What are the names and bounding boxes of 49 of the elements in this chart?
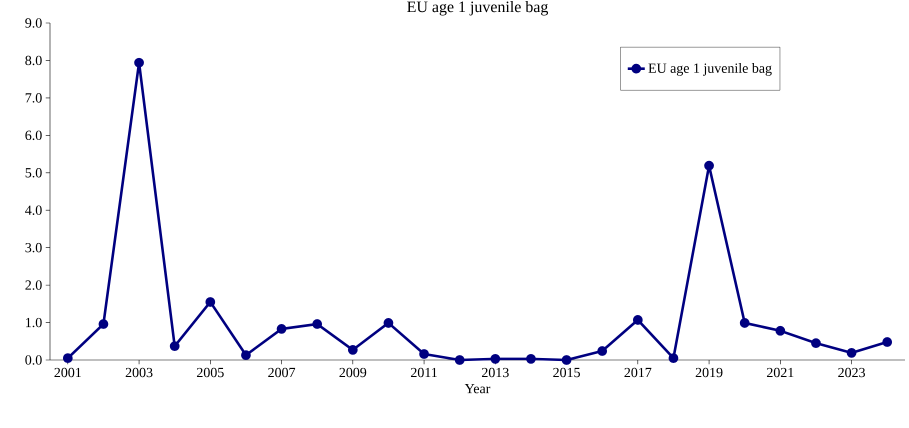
point <box>562 355 572 365</box>
point <box>811 338 821 348</box>
point <box>98 319 108 329</box>
point <box>62 353 73 364</box>
point <box>134 58 144 68</box>
x-tick-label: 2013 <box>482 368 509 378</box>
y-tick-label: 5.0 <box>26 168 42 178</box>
point <box>740 318 750 328</box>
y-tick-label: 8.0 <box>25 56 42 66</box>
x-tick-label: 2017 <box>624 368 652 378</box>
y-tick-label: 0.0 <box>25 355 42 365</box>
legend-label: EU age 1 juvenile bag <box>648 63 772 76</box>
point <box>454 355 465 365</box>
x-tick-label: 2015 <box>553 368 580 378</box>
point <box>205 297 216 307</box>
point <box>668 353 678 364</box>
x-tick-label: 2007 <box>268 368 296 378</box>
point <box>276 324 286 334</box>
y-tick-label: 1.0 <box>26 318 42 328</box>
point <box>632 315 643 325</box>
x-tick-label: 2009 <box>339 368 366 378</box>
x-axis-title: Year <box>464 384 490 394</box>
point <box>597 346 608 356</box>
point <box>170 341 180 352</box>
point <box>419 349 429 359</box>
x-tick-label: 2019 <box>696 368 722 378</box>
point <box>882 337 892 347</box>
point <box>384 318 394 328</box>
point <box>704 160 714 171</box>
y-tick-label: 9.0 <box>25 18 42 28</box>
x-tick-label: 2023 <box>838 368 865 378</box>
y-tick-label: 4.0 <box>25 205 42 215</box>
point <box>526 354 536 364</box>
x-tick-label: 2003 <box>126 368 152 378</box>
x-tick-label: 2021 <box>766 368 794 378</box>
point <box>846 348 856 358</box>
y-tick-label: 3.0 <box>25 242 42 252</box>
y-tick-label: 7.0 <box>26 93 42 103</box>
point <box>775 326 786 336</box>
y-tick-label: 2.0 <box>25 280 42 290</box>
point <box>490 354 500 364</box>
point <box>348 345 358 355</box>
chart-title: EU age 1 juvenile bag <box>407 1 548 16</box>
x-tick-label: 2011 <box>410 368 437 378</box>
x-tick-label: 2005 <box>196 368 224 378</box>
x-tick-label: 2001 <box>54 368 81 378</box>
point <box>241 350 251 360</box>
point <box>312 319 322 329</box>
y-tick-label: 6.0 <box>25 130 42 140</box>
